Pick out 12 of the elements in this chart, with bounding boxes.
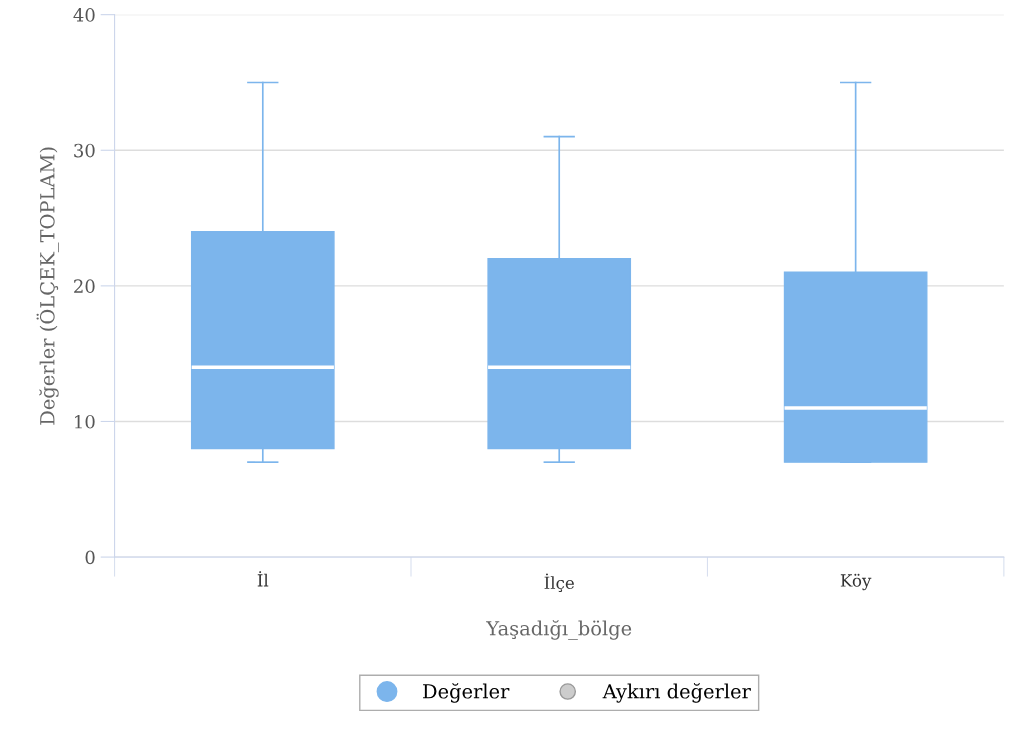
y-tick-label: 20 [74, 279, 95, 293]
y-tick-label: 30 [74, 143, 95, 158]
legend-label: Değerler [423, 683, 510, 703]
x-tick-label: Köy [840, 573, 872, 591]
y-tick-label: 0 [85, 550, 95, 565]
x-tick-label: İlçe [544, 573, 574, 593]
x-axis-title: Yaşadığı_bölge [486, 620, 632, 640]
x-tick-label: İl [257, 571, 269, 587]
legend-label: Aykırı değerler [602, 683, 751, 703]
y-tick-label: 40 [73, 8, 95, 22]
y-tick-label: 10 [75, 414, 95, 429]
y-axis-title: Değerler (ÖLÇEK_TOPLAM) [36, 147, 59, 425]
